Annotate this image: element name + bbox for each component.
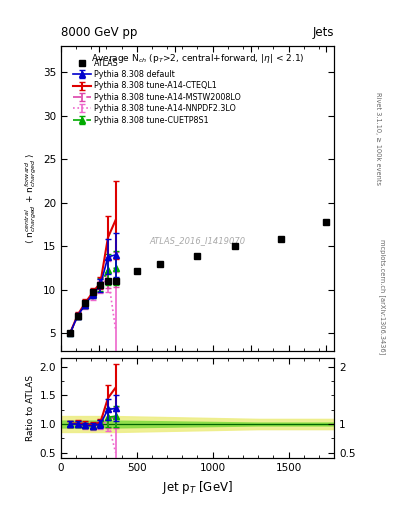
Text: 8000 GeV pp: 8000 GeV pp <box>61 27 137 39</box>
ATLAS <box>90 288 95 294</box>
ATLAS <box>324 219 329 225</box>
ATLAS <box>98 283 103 289</box>
ATLAS <box>279 236 283 242</box>
ATLAS <box>68 330 72 336</box>
ATLAS <box>113 278 118 284</box>
Text: Rivet 3.1.10, ≥ 100k events: Rivet 3.1.10, ≥ 100k events <box>375 92 382 185</box>
X-axis label: Jet p$_{T}$ [GeV]: Jet p$_{T}$ [GeV] <box>162 479 233 496</box>
ATLAS <box>157 261 162 267</box>
Y-axis label: $\langle$ n$^{central}_{charged}$ + n$^{forward}_{charged}$ $\rangle$: $\langle$ n$^{central}_{charged}$ + n$^{… <box>23 153 39 244</box>
ATLAS <box>75 313 80 319</box>
Text: ATLAS_2016_I1419070: ATLAS_2016_I1419070 <box>149 237 246 246</box>
ATLAS <box>106 278 110 284</box>
ATLAS <box>195 253 200 259</box>
ATLAS <box>233 243 238 249</box>
ATLAS <box>83 300 88 306</box>
Legend: ATLAS, Pythia 8.308 default, Pythia 8.308 tune-A14-CTEQL1, Pythia 8.308 tune-A14: ATLAS, Pythia 8.308 default, Pythia 8.30… <box>70 56 243 127</box>
ATLAS <box>134 268 139 274</box>
Text: Jets: Jets <box>312 27 334 39</box>
Line: ATLAS: ATLAS <box>66 219 330 337</box>
Text: mcplots.cern.ch [arXiv:1306.3436]: mcplots.cern.ch [arXiv:1306.3436] <box>378 239 386 355</box>
Y-axis label: Ratio to ATLAS: Ratio to ATLAS <box>26 375 35 441</box>
Text: Average N$_{ch}$ (p$_{T}$>2, central+forward, |$\eta$| < 2.1): Average N$_{ch}$ (p$_{T}$>2, central+for… <box>91 52 304 65</box>
